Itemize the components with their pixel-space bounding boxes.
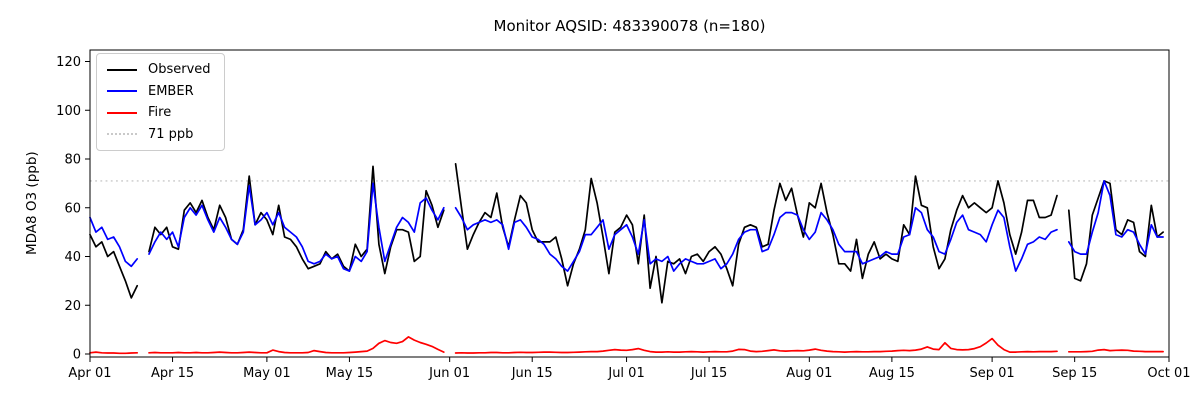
x-tick-label: Aug 15: [869, 366, 915, 381]
series-line-observed: [89, 163, 1164, 304]
x-tick-label: May 15: [326, 366, 374, 381]
legend-item-ember: EMBER: [107, 81, 211, 103]
y-axis-label: MDA8 O3 (ppb): [24, 151, 40, 256]
series-line-ember: [89, 180, 1164, 272]
y-tick-label: 40: [64, 250, 81, 265]
x-tick-label: Oct 01: [1147, 366, 1190, 381]
x-tick-label: May 01: [243, 366, 291, 381]
legend-line-sample-observed: [107, 68, 137, 71]
legend-label-fire: Fire: [148, 105, 172, 121]
legend-line-sample-fire: [107, 111, 137, 114]
legend-item-observed: Observed: [107, 59, 211, 81]
y-tick-label: 20: [64, 299, 81, 314]
x-tick-label: Jul 15: [690, 366, 727, 381]
x-tick-label: Aug 01: [786, 366, 832, 381]
legend-item-threshold: 71 ppb: [107, 124, 211, 146]
y-tick-label: 80: [64, 153, 81, 168]
legend-line-sample-threshold: [107, 133, 137, 136]
y-tick-label: 100: [56, 104, 81, 119]
legend-item-fire: Fire: [107, 102, 211, 124]
x-tick-label: Jul 01: [607, 366, 644, 381]
x-tick-label: Sep 15: [1052, 366, 1097, 381]
y-tick-label: 120: [56, 55, 81, 70]
y-tick-label: 0: [73, 348, 81, 363]
series-line-fire: [89, 336, 1164, 355]
y-tick-label: 60: [64, 201, 81, 216]
chart-title: Monitor AQSID: 483390078 (n=180): [493, 17, 766, 35]
x-tick-label: Jun 15: [511, 366, 553, 381]
x-tick-label: Sep 01: [970, 366, 1015, 381]
legend-label-threshold: 71 ppb: [148, 126, 194, 142]
legend-label-ember: EMBER: [148, 83, 194, 99]
x-tick-label: Apr 01: [68, 366, 111, 381]
axes-spines: [89, 49, 1170, 358]
x-tick-label: Apr 15: [151, 366, 194, 381]
x-tick-label: Jun 01: [428, 366, 470, 381]
legend: Observed EMBER Fire 71 ppb: [96, 53, 225, 151]
legend-label-observed: Observed: [148, 62, 211, 78]
legend-line-sample-ember: [107, 90, 137, 93]
